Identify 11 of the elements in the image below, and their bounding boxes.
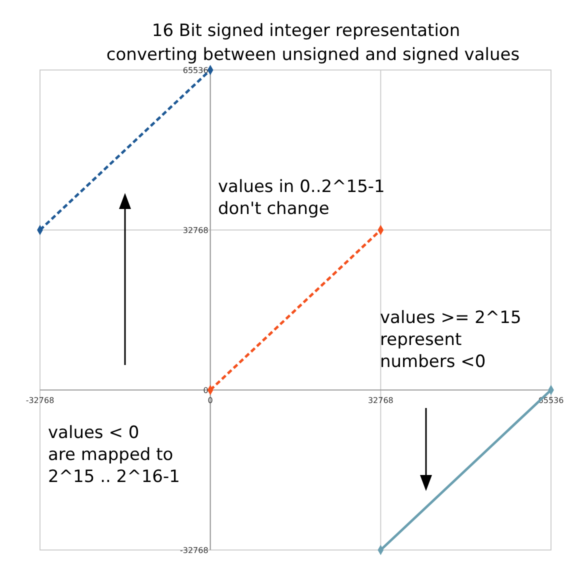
chart-subtitle: converting between unsigned and signed values bbox=[106, 45, 520, 65]
x-tick-label: 32768 bbox=[368, 396, 394, 405]
y-tick-label: -32768 bbox=[180, 546, 208, 555]
x-tick-label: -32768 bbox=[26, 396, 54, 405]
annotation: values in 0..2^15-1 don't change bbox=[218, 177, 385, 219]
chart-title: 16 Bit signed integer representation bbox=[152, 21, 460, 41]
y-tick-label: 65536 bbox=[182, 66, 208, 75]
y-tick-label: 0 bbox=[203, 386, 208, 395]
annotation: values < 0 are mapped to 2^15 .. 2^16-1 bbox=[48, 423, 180, 487]
y-tick-label: 32768 bbox=[182, 226, 208, 235]
annotation: values >= 2^15 represent numbers <0 bbox=[380, 308, 522, 372]
